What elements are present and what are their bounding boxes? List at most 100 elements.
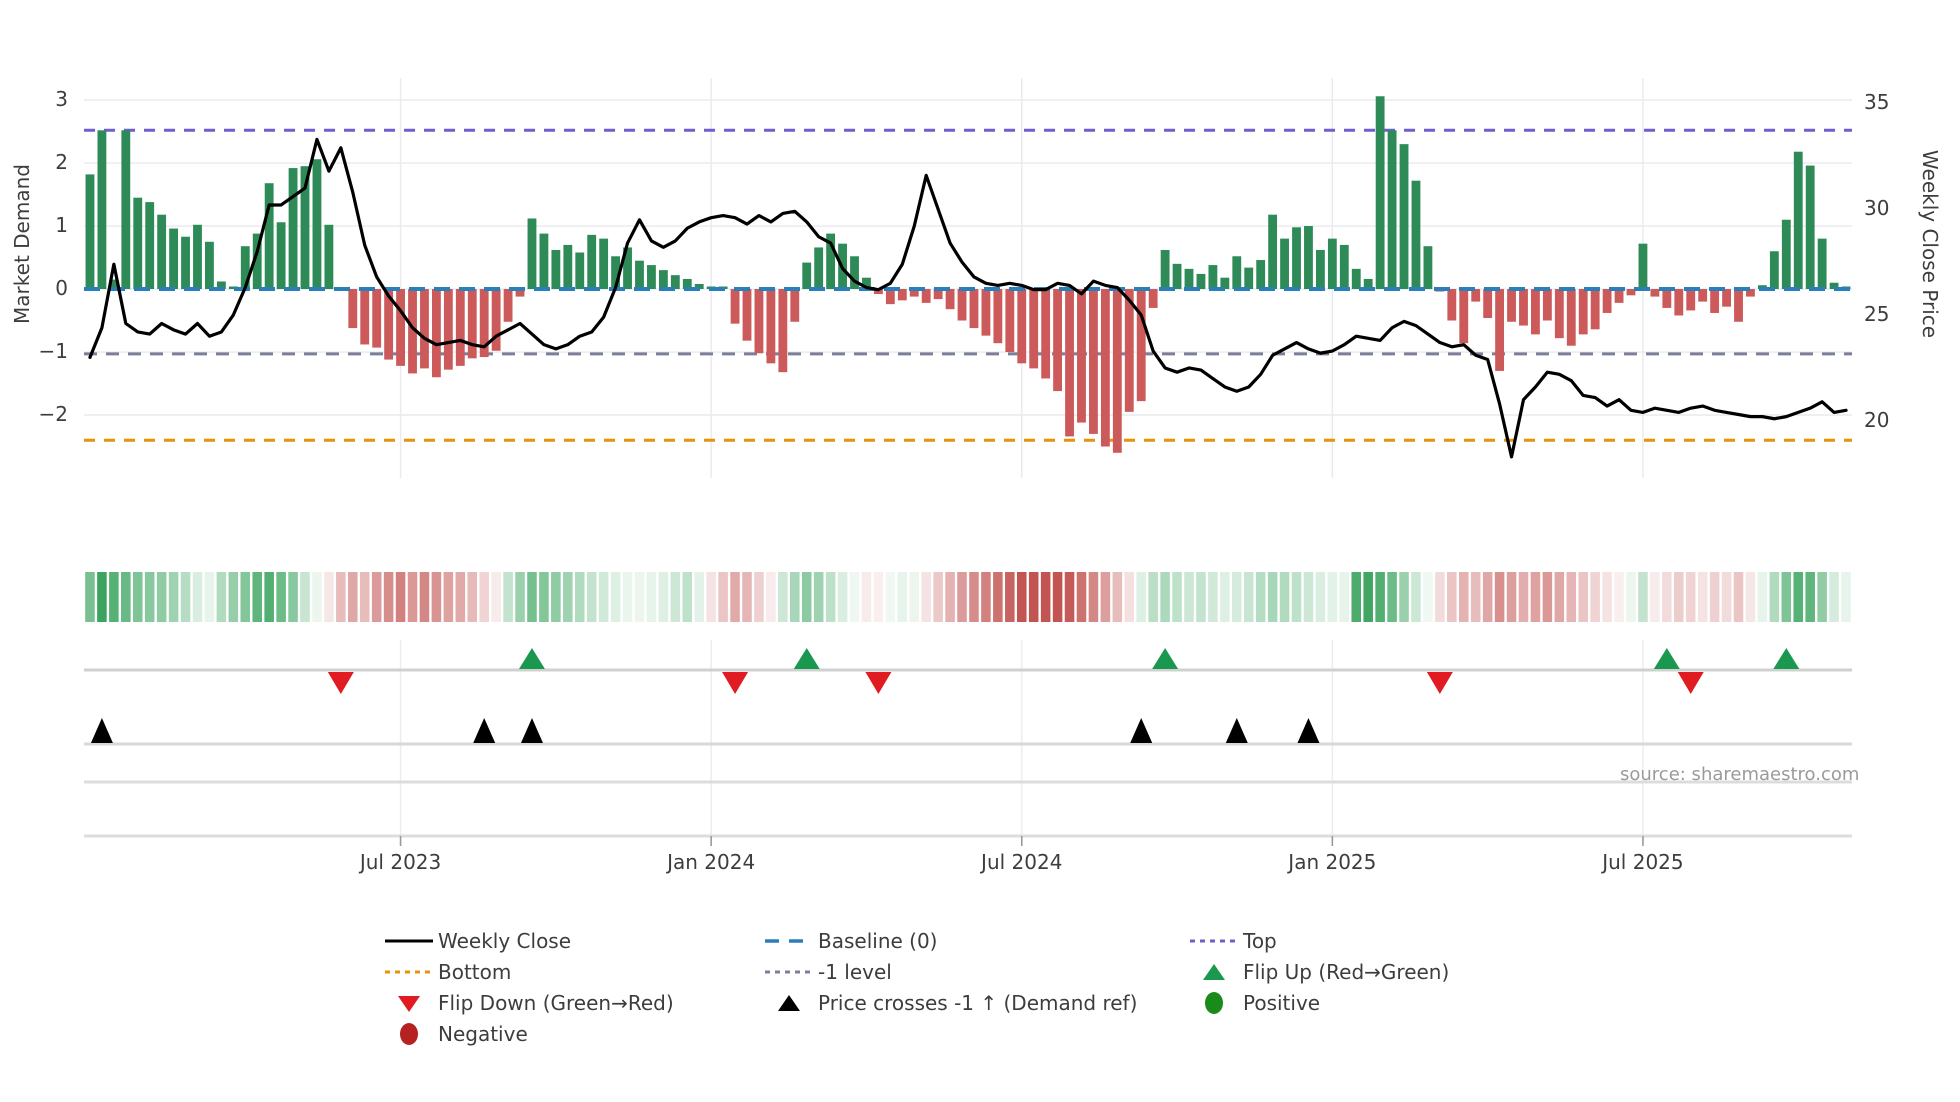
- demand-bar: [431, 289, 441, 378]
- heatmap-cell: [610, 572, 621, 622]
- line-dashed-blue-icon: [760, 933, 818, 949]
- legend-item-positive[interactable]: Positive: [1185, 988, 1615, 1018]
- heatmap-cell: [336, 572, 346, 622]
- demand-bar: [1411, 180, 1421, 290]
- legend-item-flip-down[interactable]: Flip Down (Green→Red): [380, 988, 760, 1018]
- price-cross-marker[interactable]: [1225, 718, 1248, 743]
- demand-bar: [1232, 256, 1242, 290]
- legend-item-negative[interactable]: Negative: [380, 1019, 760, 1049]
- y-tick-right: 25: [1864, 302, 1890, 327]
- demand-bar: [1698, 289, 1708, 302]
- heatmap-cell: [849, 572, 860, 622]
- heatmap-cell: [1530, 572, 1541, 622]
- heatmap-cell: [1602, 572, 1612, 622]
- heatmap-cell: [132, 572, 143, 622]
- flip-down-marker[interactable]: [1677, 672, 1704, 694]
- heatmap-cell: [527, 572, 537, 622]
- demand-bar: [288, 168, 298, 290]
- heatmap-cell: [312, 572, 322, 622]
- demand-bar: [1602, 289, 1612, 313]
- demand-bar: [145, 202, 155, 290]
- price-cross-marker[interactable]: [1130, 718, 1153, 743]
- heatmap-cell: [981, 572, 991, 622]
- heatmap-cell: [539, 572, 549, 622]
- demand-bar: [1519, 289, 1528, 326]
- price-cross-marker[interactable]: [90, 718, 113, 743]
- heatmap-cell: [933, 572, 943, 622]
- heatmap-cell: [1829, 572, 1839, 622]
- flip-up-marker[interactable]: [518, 648, 545, 669]
- demand-bar: [1650, 289, 1660, 297]
- x-tick-label: Jul 2024: [981, 850, 1063, 874]
- flip-down-marker[interactable]: [327, 672, 354, 694]
- demand-bar: [1746, 289, 1755, 297]
- demand-bar: [957, 289, 967, 321]
- heatmap-cell: [1088, 572, 1099, 622]
- legend-item-weekly-close[interactable]: Weekly Close: [380, 926, 760, 956]
- demand-bar: [276, 222, 286, 290]
- price-cross-marker[interactable]: [1297, 718, 1320, 743]
- heatmap-cell: [1005, 572, 1015, 622]
- heatmap-cell: [1136, 572, 1146, 622]
- heatmap-cell: [455, 572, 466, 622]
- price-cross-marker[interactable]: [520, 718, 543, 743]
- legend-row: Weekly Close Baseline (0) Top: [380, 926, 1680, 956]
- y-tick-left: −1: [38, 339, 68, 364]
- legend-item-flip-up[interactable]: Flip Up (Red→Green): [1185, 957, 1615, 987]
- legend-item-bottom[interactable]: Bottom: [380, 957, 760, 987]
- heatmap-cell: [837, 572, 848, 622]
- legend-label: Flip Down (Green→Red): [438, 991, 674, 1015]
- heatmap-cell: [1697, 572, 1708, 622]
- legend-item-top[interactable]: Top: [1185, 926, 1615, 956]
- heatmap-cell: [1458, 572, 1469, 622]
- heatmap-cell: [1052, 572, 1063, 622]
- flip-down-marker[interactable]: [865, 672, 892, 694]
- heatmap-cell: [359, 572, 370, 622]
- heatmap-cell: [1279, 572, 1290, 622]
- heatmap-cell: [228, 572, 239, 622]
- chart-legend: Weekly Close Baseline (0) Top Bottom: [380, 926, 1680, 1050]
- legend-item-baseline[interactable]: Baseline (0): [760, 926, 1185, 956]
- heatmap-cell: [1232, 572, 1242, 622]
- heatmap-cell: [1470, 572, 1481, 622]
- flip-down-marker[interactable]: [722, 672, 749, 694]
- flip-up-marker[interactable]: [1653, 648, 1680, 669]
- heatmap-cell: [551, 572, 561, 622]
- demand-bar: [1829, 282, 1839, 290]
- y-tick-left: 3: [55, 87, 68, 112]
- heatmap-cell: [694, 572, 704, 622]
- heatmap-cell: [586, 572, 597, 622]
- heatmap-cell: [909, 572, 920, 622]
- demand-bar: [300, 166, 310, 290]
- heatmap-cell: [252, 572, 262, 622]
- flip-up-marker[interactable]: [1773, 648, 1800, 669]
- flip-down-marker[interactable]: [1426, 672, 1453, 694]
- flip-up-marker[interactable]: [793, 648, 820, 669]
- heatmap-cell: [467, 572, 478, 622]
- heatmap-cell: [574, 572, 585, 622]
- demand-bar: [969, 289, 979, 329]
- demand-bar: [599, 238, 609, 290]
- y-tick-left: −2: [38, 402, 68, 426]
- demand-bar: [1244, 267, 1254, 290]
- demand-bar: [1531, 289, 1540, 335]
- demand-bar: [850, 256, 859, 290]
- demand-bar: [1100, 289, 1110, 447]
- heatmap-cell: [1638, 572, 1648, 622]
- demand-bar: [1220, 277, 1230, 290]
- flip-up-marker[interactable]: [1152, 648, 1179, 669]
- heatmap-cell: [300, 572, 310, 622]
- legend-item-price-crosses[interactable]: Price crosses -1 ↑ (Demand ref): [760, 988, 1185, 1018]
- demand-bar: [993, 289, 1003, 344]
- heatmap-cell: [1196, 572, 1206, 622]
- price-cross-marker[interactable]: [473, 718, 496, 743]
- heatmap-cell: [825, 572, 836, 622]
- legend-item-minus-one-level[interactable]: -1 level: [760, 957, 1185, 987]
- demand-bar: [921, 289, 931, 303]
- heatmap-cell: [204, 572, 215, 622]
- x-tick-label: Jul 2025: [1602, 850, 1684, 874]
- plot-mask-bottom: [0, 479, 1960, 569]
- heatmap-cell: [371, 572, 382, 622]
- x-tick-label: Jul 2023: [359, 850, 442, 874]
